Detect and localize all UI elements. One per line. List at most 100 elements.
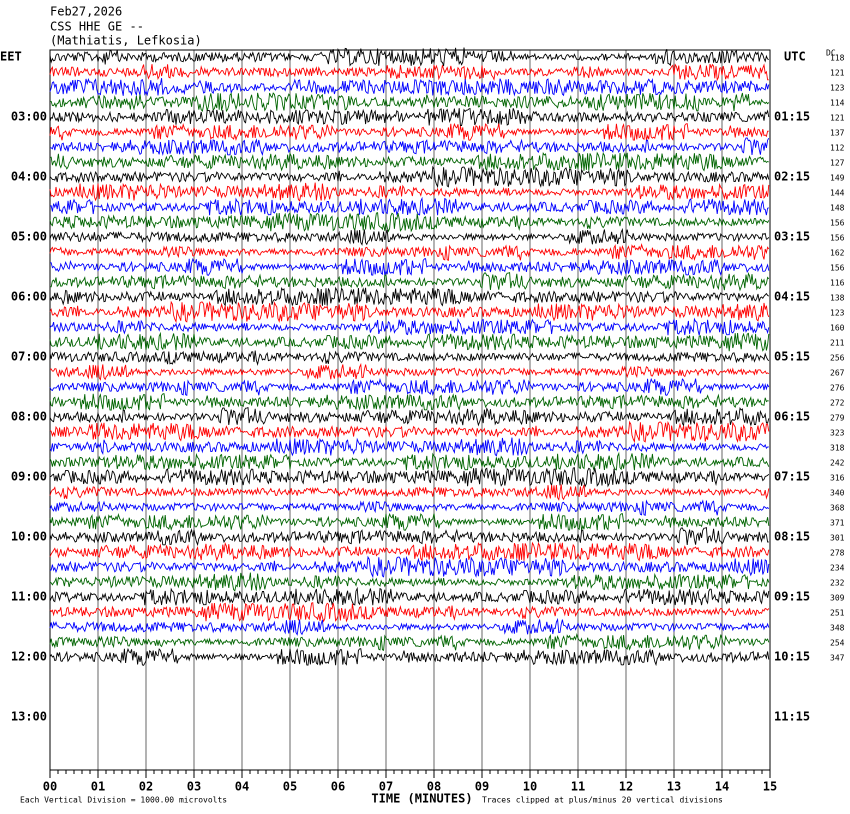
trace — [49, 151, 769, 172]
x-tick-label: 02 — [139, 780, 153, 794]
dc-value: 371 — [830, 519, 845, 528]
trace — [49, 467, 770, 488]
x-tick-label: 05 — [283, 780, 297, 794]
right-hour-label: 11:15 — [774, 710, 810, 724]
dc-label: DC — [826, 49, 836, 58]
trace — [49, 286, 770, 307]
x-tick-label: 10 — [523, 780, 537, 794]
trace — [49, 617, 770, 636]
right-hour-label: 05:15 — [774, 350, 810, 364]
dc-value: 211 — [830, 339, 845, 348]
right-hour-label: 09:15 — [774, 590, 810, 604]
dc-value: 347 — [830, 654, 845, 663]
trace — [49, 420, 770, 444]
dc-value: 256 — [830, 354, 845, 363]
dc-value: 156 — [830, 219, 845, 228]
dc-value: 323 — [830, 429, 845, 438]
trace — [49, 541, 770, 562]
right-hour-label: 08:15 — [774, 530, 810, 544]
dc-value: 137 — [830, 129, 845, 138]
left-hour-label: 10:00 — [11, 530, 47, 544]
left-hour-label: 03:00 — [11, 110, 47, 124]
right-hour-label: 10:15 — [774, 650, 810, 664]
trace — [49, 647, 770, 667]
dc-value: 121 — [830, 69, 845, 78]
x-tick-label: 09 — [475, 780, 489, 794]
left-hour-label: 05:00 — [11, 230, 47, 244]
dc-value: 267 — [830, 369, 845, 378]
trace — [49, 242, 770, 262]
trace — [49, 77, 770, 97]
dc-value: 232 — [830, 579, 845, 588]
dc-value: 114 — [830, 99, 845, 108]
trace — [49, 484, 770, 501]
trace — [49, 512, 770, 532]
trace — [49, 632, 770, 652]
trace — [49, 165, 770, 189]
trace — [49, 393, 769, 412]
trace — [49, 227, 770, 246]
dc-value: 251 — [830, 609, 845, 618]
trace — [49, 122, 769, 142]
trace — [50, 137, 770, 157]
dc-value: 242 — [830, 459, 845, 468]
x-tick-label: 04 — [235, 780, 249, 794]
dc-value: 318 — [830, 444, 845, 453]
dc-value: 309 — [830, 594, 845, 603]
dc-value: 149 — [830, 174, 845, 183]
dc-value: 148 — [830, 204, 845, 213]
trace — [49, 555, 770, 579]
trace — [49, 212, 770, 233]
dc-value: 123 — [830, 84, 845, 93]
x-tick-label: 14 — [715, 780, 729, 794]
dc-value: 279 — [830, 414, 845, 423]
right-hour-label: 06:15 — [774, 410, 810, 424]
dc-value: 272 — [830, 399, 845, 408]
left-hour-label: 08:00 — [11, 410, 47, 424]
trace — [49, 602, 770, 623]
trace — [49, 586, 770, 606]
trace — [49, 300, 770, 324]
dc-value: 156 — [830, 234, 845, 243]
x-axis-label: TIME (MINUTES) — [371, 792, 472, 806]
dc-value: 162 — [830, 249, 845, 258]
left-hour-label: 11:00 — [11, 590, 47, 604]
left-axis-label: EET — [0, 50, 22, 64]
right-hour-label: 04:15 — [774, 290, 810, 304]
trace — [49, 406, 770, 427]
trace — [49, 63, 769, 82]
dc-value: 316 — [830, 474, 845, 483]
trace — [49, 107, 770, 126]
station: CSS HHE GE -- — [50, 20, 144, 34]
x-tick-label: 01 — [91, 780, 105, 794]
trace — [49, 92, 770, 113]
scale-note: Each Vertical Division = 1000.00 microvo… — [20, 796, 227, 805]
trace — [50, 271, 770, 292]
dc-value: 278 — [830, 549, 845, 558]
trace — [49, 526, 769, 547]
dc-value: 121 — [830, 114, 845, 123]
x-tick-label: 06 — [331, 780, 345, 794]
right-hour-label: 01:15 — [774, 110, 810, 124]
x-tick-label: 13 — [667, 780, 681, 794]
dc-value: 127 — [830, 159, 845, 168]
trace — [49, 317, 770, 336]
trace — [49, 257, 770, 277]
trace — [49, 362, 770, 381]
x-tick-label: 03 — [187, 780, 201, 794]
x-tick-label: 00 — [43, 780, 57, 794]
location: (Mathiatis, Lefkosia) — [50, 34, 202, 48]
x-tick-label: 15 — [763, 780, 777, 794]
left-hour-label: 12:00 — [11, 650, 47, 664]
trace — [49, 437, 769, 457]
x-tick-label: 11 — [571, 780, 585, 794]
clip-note: Traces clipped at plus/minus 20 vertical… — [482, 796, 723, 805]
right-axis-label: UTC — [784, 50, 806, 64]
x-tick-label: 08 — [427, 780, 441, 794]
date: Feb27,2026 — [50, 5, 122, 19]
dc-value: 112 — [830, 144, 845, 153]
dc-value: 368 — [830, 504, 845, 513]
dc-value: 254 — [830, 639, 845, 648]
dc-value: 348 — [830, 624, 845, 633]
